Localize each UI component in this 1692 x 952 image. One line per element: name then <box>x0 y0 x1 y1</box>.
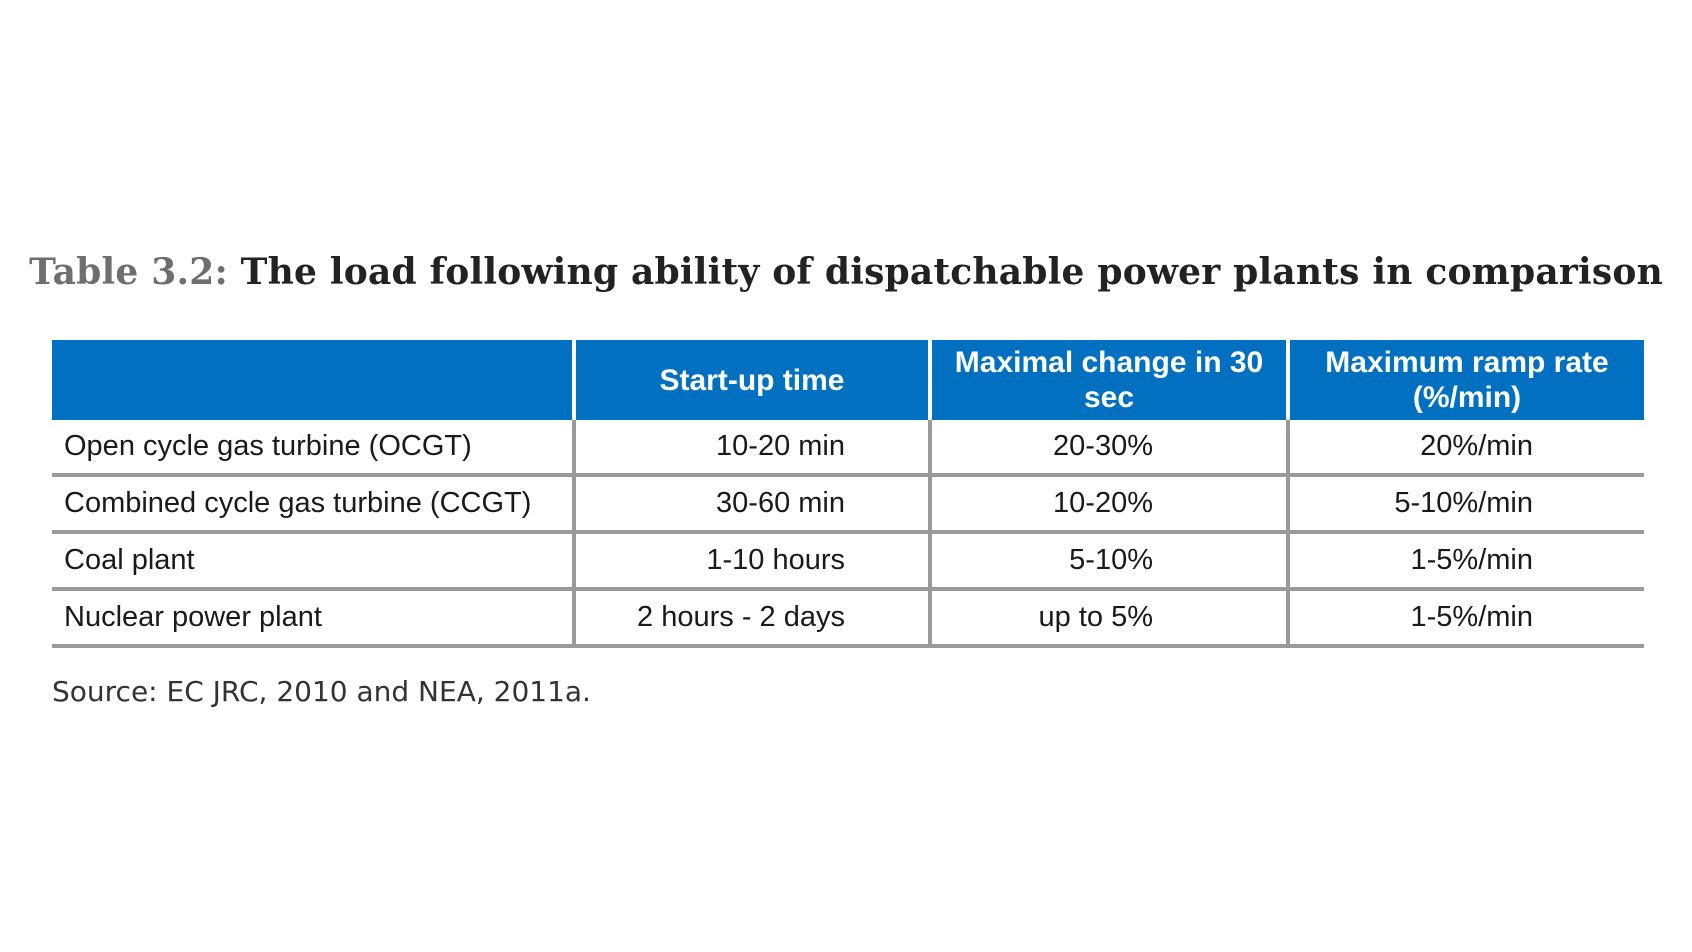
maximal-change-cell: 5-10% <box>928 532 1288 591</box>
startup-time-cell: 10-20 min <box>572 420 930 477</box>
plant-type-cell: Coal plant <box>52 532 574 591</box>
header-empty-cell <box>52 340 574 420</box>
plant-type-cell: Combined cycle gas turbine (CCGT) <box>52 475 574 534</box>
table-row: Nuclear power plant 2 hours - 2 days up … <box>52 589 1644 648</box>
table-row: Coal plant 1-10 hours 5-10% 1-5%/min <box>52 532 1644 591</box>
startup-time-cell: 30-60 min <box>572 475 930 534</box>
plant-type-cell: Nuclear power plant <box>52 589 574 648</box>
header-max-ramp-rate: Maximum ramp rate (%/min) <box>1286 340 1644 420</box>
plant-type-cell: Open cycle gas turbine (OCGT) <box>52 420 574 477</box>
maximal-change-cell: 10-20% <box>928 475 1288 534</box>
maximal-change-cell: 20-30% <box>928 420 1288 477</box>
startup-time-cell: 2 hours - 2 days <box>572 589 930 648</box>
comparison-table: Start-up time Maximal change in 30 sec M… <box>52 340 1644 648</box>
ramp-rate-cell: 1-5%/min <box>1286 532 1644 591</box>
ramp-rate-cell: 1-5%/min <box>1286 589 1644 648</box>
header-maximal-change: Maximal change in 30 sec <box>928 340 1288 420</box>
startup-time-cell: 1-10 hours <box>572 532 930 591</box>
header-startup-time: Start-up time <box>572 340 930 420</box>
maximal-change-cell: up to 5% <box>928 589 1288 648</box>
table-title: The load following ability of dispatchab… <box>240 251 1663 293</box>
table-caption: Table 3.2: The load following ability of… <box>0 248 1692 296</box>
ramp-rate-cell: 5-10%/min <box>1286 475 1644 534</box>
comparison-table-container: Start-up time Maximal change in 30 sec M… <box>52 340 1644 648</box>
ramp-rate-cell: 20%/min <box>1286 420 1644 477</box>
table-number-label: Table 3.2: <box>29 251 228 293</box>
table-row: Combined cycle gas turbine (CCGT) 30-60 … <box>52 475 1644 534</box>
source-note: Source: EC JRC, 2010 and NEA, 2011a. <box>52 675 591 708</box>
table-row: Open cycle gas turbine (OCGT) 10-20 min … <box>52 420 1644 477</box>
table-header-row: Start-up time Maximal change in 30 sec M… <box>52 340 1644 420</box>
